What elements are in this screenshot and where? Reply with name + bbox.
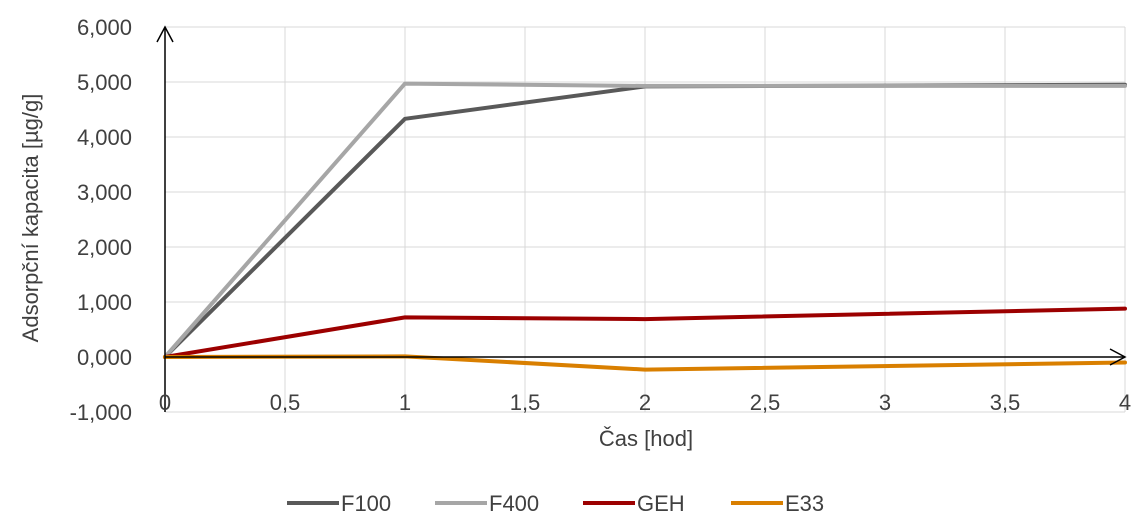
- y-tick-label: 3,000: [77, 180, 132, 205]
- grid-lines: [164, 26, 1126, 413]
- axes: [156, 25, 1127, 412]
- y-tick-label: 0,000: [77, 345, 132, 370]
- y-tick-label: 6,000: [77, 15, 132, 40]
- y-tick-label: -1,000: [70, 400, 132, 425]
- x-tick-label: 1: [399, 390, 411, 415]
- y-tick-label: 2,000: [77, 235, 132, 260]
- y-tick-label: 4,000: [77, 125, 132, 150]
- legend-item-geh: GEH: [583, 491, 685, 516]
- x-tick-label: 0,5: [270, 390, 301, 415]
- legend-item-f400: F400: [435, 491, 539, 516]
- tick-labels: -1,000 0,000 1,000 2,000 3,000 4,000 5,000 6,00…: [70, 15, 1132, 425]
- legend-item-e33: E33: [731, 491, 824, 516]
- x-tick-label: 2: [639, 390, 651, 415]
- x-tick-label: 1,5: [510, 390, 541, 415]
- legend-label: F100: [341, 491, 391, 516]
- legend: F100 F400 GEH E33: [287, 491, 824, 516]
- legend-label: F400: [489, 491, 539, 516]
- x-tick-label: 3,5: [990, 390, 1021, 415]
- x-tick-label: 3: [879, 390, 891, 415]
- x-tick-label: 4: [1119, 390, 1131, 415]
- y-tick-label: 1,000: [77, 290, 132, 315]
- x-axis-title: Čas [hod]: [599, 426, 693, 451]
- y-tick-label: 5,000: [77, 70, 132, 95]
- series-line-f400: [163, 81, 1127, 359]
- x-tick-label: 0: [159, 390, 171, 415]
- legend-label: GEH: [637, 491, 685, 516]
- y-axis-arrow: [156, 25, 174, 43]
- x-axis-arrow: [1109, 348, 1127, 366]
- y-axis-title: Adsorpční kapacita [µg/g]: [18, 94, 43, 343]
- series-line-geh: [163, 306, 1127, 359]
- legend-item-f100: F100: [287, 491, 391, 516]
- x-tick-label: 2,5: [750, 390, 781, 415]
- legend-label: E33: [785, 491, 824, 516]
